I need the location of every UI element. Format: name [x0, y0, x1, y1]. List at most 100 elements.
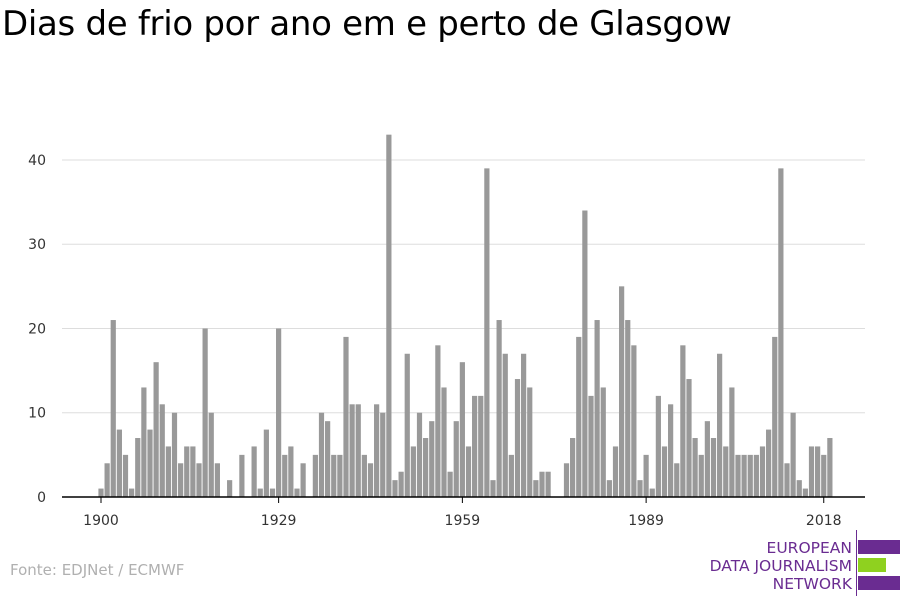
bar-1938[interactable]: [331, 454, 337, 497]
bar-1965[interactable]: [496, 320, 502, 497]
bar-1905[interactable]: [129, 488, 135, 497]
bar-1947[interactable]: [386, 134, 392, 497]
bar-1979[interactable]: [582, 210, 588, 498]
bar-1982[interactable]: [600, 387, 606, 497]
bar-2002[interactable]: [723, 446, 729, 497]
bar-2014[interactable]: [796, 480, 802, 497]
bar-1900[interactable]: [98, 488, 104, 497]
bar-1969[interactable]: [521, 353, 527, 497]
bar-1984[interactable]: [612, 446, 619, 497]
bar-2019[interactable]: [827, 438, 833, 497]
bar-1959[interactable]: [459, 362, 465, 497]
bar-1939[interactable]: [337, 454, 343, 497]
bar-1926[interactable]: [257, 488, 263, 497]
bar-1997[interactable]: [692, 438, 698, 497]
bar-1958[interactable]: [453, 421, 459, 497]
bar-2016[interactable]: [808, 446, 815, 497]
bar-1949[interactable]: [398, 471, 404, 497]
bar-1985[interactable]: [619, 286, 625, 497]
bar-1916[interactable]: [196, 463, 202, 497]
bar-1946[interactable]: [380, 412, 386, 497]
bar-1953[interactable]: [423, 438, 429, 497]
bar-1921[interactable]: [227, 480, 233, 497]
bar-1976[interactable]: [563, 463, 570, 497]
bar-1923[interactable]: [239, 454, 245, 497]
bar-1994[interactable]: [674, 463, 680, 497]
bar-2015[interactable]: [802, 488, 808, 497]
bar-1915[interactable]: [190, 446, 196, 497]
bar-1907[interactable]: [141, 387, 147, 497]
bar-2001[interactable]: [717, 353, 723, 497]
bar-1999[interactable]: [704, 421, 710, 497]
bar-1980[interactable]: [588, 395, 594, 497]
bar-2012[interactable]: [784, 463, 790, 497]
bar-1917[interactable]: [202, 328, 208, 497]
bar-1952[interactable]: [416, 412, 423, 497]
bar-1961[interactable]: [472, 395, 478, 497]
bar-1972[interactable]: [539, 471, 545, 497]
bar-1990[interactable]: [649, 488, 655, 497]
edjnet-logo[interactable]: EUROPEAN DATA JOURNALISM NETWORK: [700, 530, 900, 596]
bar-1902[interactable]: [110, 320, 116, 497]
bar-1925[interactable]: [251, 446, 257, 497]
bar-1960[interactable]: [465, 446, 472, 497]
bar-1936[interactable]: [318, 412, 325, 497]
bar-1945[interactable]: [374, 404, 380, 497]
bar-2009[interactable]: [766, 429, 772, 497]
bar-1950[interactable]: [404, 353, 410, 497]
bar-1932[interactable]: [294, 488, 300, 497]
bar-1962[interactable]: [478, 395, 484, 497]
bar-1913[interactable]: [178, 463, 184, 497]
bar-1930[interactable]: [282, 454, 288, 497]
bar-1989[interactable]: [643, 454, 649, 497]
bar-1929[interactable]: [276, 328, 282, 497]
bar-1912[interactable]: [171, 412, 178, 497]
bar-1963[interactable]: [484, 168, 490, 497]
bar-2000[interactable]: [710, 438, 717, 497]
bar-1996[interactable]: [686, 379, 692, 497]
bar-2011[interactable]: [778, 168, 784, 497]
bar-1919[interactable]: [214, 463, 220, 497]
bar-1966[interactable]: [502, 353, 508, 497]
bar-2010[interactable]: [772, 336, 778, 497]
bar-1971[interactable]: [533, 480, 539, 497]
bar-1983[interactable]: [606, 480, 612, 497]
bar-1906[interactable]: [135, 438, 141, 497]
bar-1927[interactable]: [263, 429, 269, 497]
bar-1977[interactable]: [570, 438, 576, 497]
bar-1914[interactable]: [184, 446, 190, 497]
bar-1910[interactable]: [159, 404, 165, 497]
bar-1943[interactable]: [361, 454, 367, 497]
bar-1998[interactable]: [698, 454, 704, 497]
bar-1944[interactable]: [367, 463, 374, 497]
bar-1967[interactable]: [508, 454, 514, 497]
bar-1987[interactable]: [631, 345, 637, 497]
bar-1937[interactable]: [325, 421, 331, 497]
bar-1909[interactable]: [153, 362, 159, 497]
bar-1973[interactable]: [545, 471, 551, 497]
bar-1901[interactable]: [104, 463, 110, 497]
bar-1928[interactable]: [269, 488, 276, 497]
bar-1986[interactable]: [625, 320, 631, 497]
bar-1981[interactable]: [594, 320, 600, 497]
bar-1955[interactable]: [435, 345, 441, 497]
bar-2007[interactable]: [753, 454, 759, 497]
bar-1903[interactable]: [116, 429, 122, 497]
bar-1968[interactable]: [514, 379, 521, 497]
bar-1992[interactable]: [661, 446, 668, 497]
bar-1995[interactable]: [680, 345, 686, 497]
bar-1970[interactable]: [527, 387, 533, 497]
bar-2013[interactable]: [790, 412, 796, 497]
bar-1964[interactable]: [490, 480, 496, 497]
bar-1954[interactable]: [429, 421, 435, 497]
bar-1978[interactable]: [576, 336, 582, 497]
bar-1948[interactable]: [392, 480, 398, 497]
bar-1941[interactable]: [349, 404, 355, 497]
bar-1991[interactable]: [655, 395, 661, 497]
bar-2006[interactable]: [747, 454, 753, 497]
bar-1911[interactable]: [165, 446, 171, 497]
bar-1957[interactable]: [447, 471, 453, 497]
bar-1918[interactable]: [208, 412, 214, 497]
bar-1993[interactable]: [668, 404, 674, 497]
bar-1940[interactable]: [343, 336, 349, 497]
